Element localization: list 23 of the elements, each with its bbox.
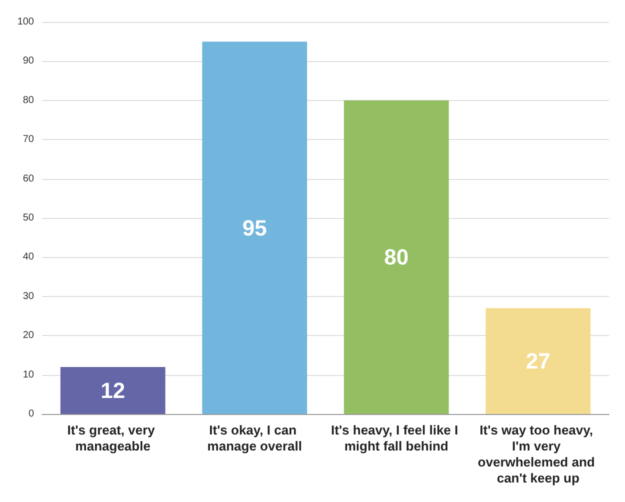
data-label: 95	[242, 215, 267, 240]
y-tick-label: 30	[22, 290, 34, 302]
x-tick-label: It's okay, I can manage overall	[207, 422, 302, 454]
y-tick-label: 100	[17, 16, 34, 28]
x-tick-label: It's heavy, I feel like I might fall behind	[331, 422, 462, 454]
y-tick-label: 60	[22, 173, 34, 184]
y-tick-label: 50	[22, 212, 34, 224]
y-tick-label: 0	[28, 408, 34, 420]
bar	[202, 42, 308, 414]
y-tick-label: 80	[22, 94, 34, 106]
x-tick-label: It's way too heavy, I'm very overwhelemed and can't keep up	[478, 422, 598, 486]
bar	[486, 308, 591, 414]
data-label: 12	[100, 378, 126, 403]
bar	[344, 100, 449, 414]
y-tick-label: 20	[22, 330, 34, 342]
y-tick-label: 40	[22, 252, 34, 263]
y-tick-label: 70	[22, 134, 34, 146]
y-tick-label: 90	[22, 56, 34, 67]
x-tick-label: It's great, very manageable	[67, 422, 158, 454]
y-tick-label: 10	[22, 369, 34, 380]
bar	[60, 366, 166, 414]
data-label: 80	[384, 244, 409, 270]
data-label: 27	[526, 348, 550, 374]
